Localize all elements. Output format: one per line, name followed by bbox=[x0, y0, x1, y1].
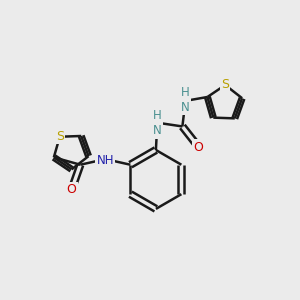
Text: S: S bbox=[221, 79, 229, 92]
Text: O: O bbox=[194, 141, 203, 154]
Text: H
N: H N bbox=[181, 86, 190, 114]
Text: O: O bbox=[67, 183, 76, 196]
Text: NH: NH bbox=[97, 154, 114, 167]
Text: S: S bbox=[56, 130, 64, 143]
Text: H
N: H N bbox=[153, 110, 162, 137]
